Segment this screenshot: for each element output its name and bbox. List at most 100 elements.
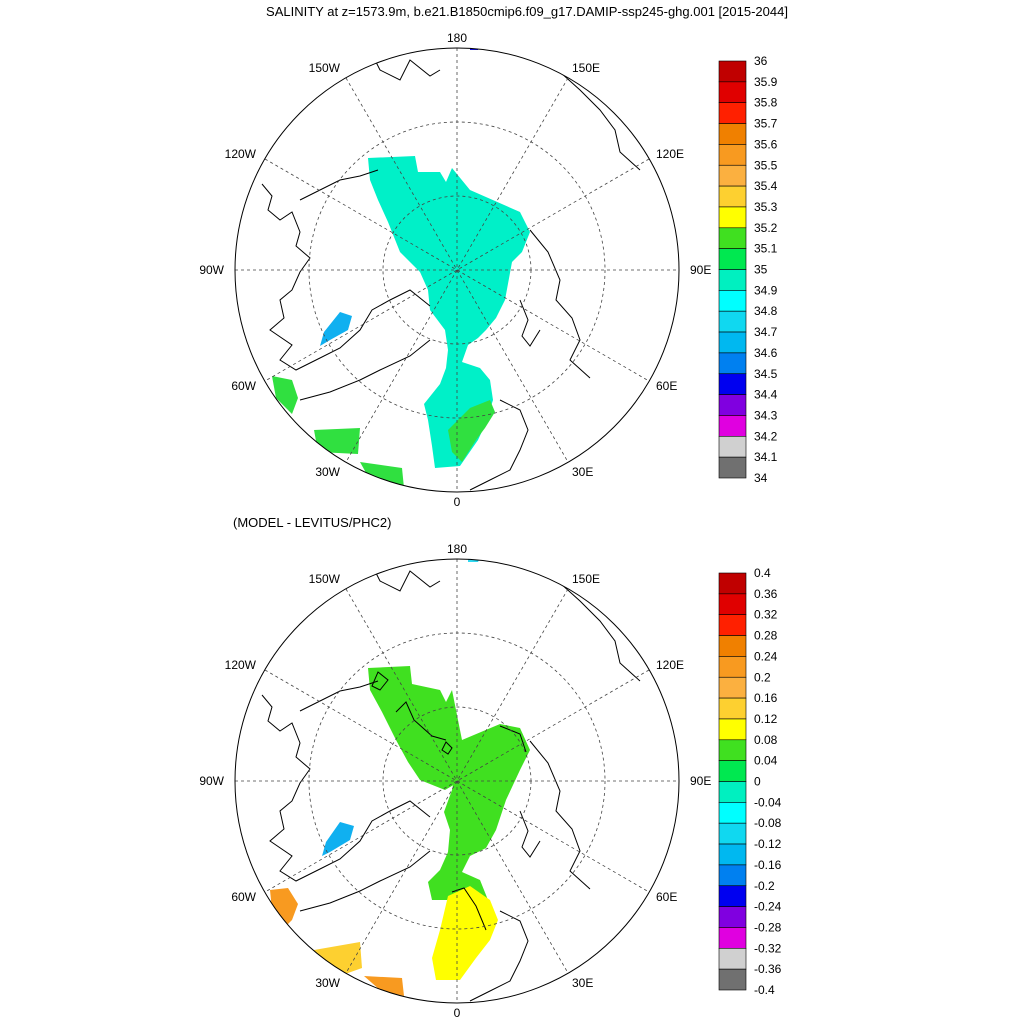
- colorbar-swatch: [718, 656, 747, 678]
- colorbar-label: 0.16: [754, 691, 778, 705]
- lon-label-90W: 90W: [199, 774, 224, 788]
- lon-label-30W: 30W: [315, 465, 340, 479]
- colorbar-swatch: [718, 697, 747, 720]
- colorbar-label: 0.32: [754, 608, 778, 622]
- colorbar-label: -0.2: [754, 879, 775, 893]
- colorbar-swatch: [718, 760, 747, 782]
- map-boundary-top: [234, 47, 680, 493]
- colorbar-label: 35.3: [754, 200, 778, 214]
- colorbar-swatch: [718, 906, 747, 928]
- colorbar-label: 34.3: [754, 408, 778, 422]
- colorbar-swatch: [718, 123, 747, 145]
- colorbar-swatch: [718, 269, 747, 291]
- colorbar-swatch: [718, 968, 747, 991]
- lon-label-180: 180: [447, 542, 467, 556]
- colorbar-label: -0.24: [754, 900, 782, 914]
- lon-label-90E: 90E: [690, 774, 711, 788]
- colorbar-swatch: [718, 60, 747, 83]
- colorbar-label: 35.4: [754, 179, 778, 193]
- lon-label-120E: 120E: [656, 147, 684, 161]
- colorbar-label: 34.1: [754, 450, 778, 464]
- diff-region-s-orange: [364, 976, 404, 996]
- lon-label-120E: 120E: [656, 658, 684, 672]
- field-region-green-sw: [314, 428, 360, 454]
- colorbar-swatch: [718, 206, 747, 229]
- colorbar-label: 35.6: [754, 137, 778, 151]
- colorbar-label: 34.8: [754, 304, 778, 318]
- lon-label-90E: 90E: [690, 263, 711, 277]
- colorbar-swatch: [718, 739, 747, 761]
- colorbar-bottom: 0.4 0.36 0.32 0.28 0.24 0.2 0.16 0.12 0.08 0.04 0 -…: [718, 566, 782, 997]
- lon-label-30E: 30E: [572, 465, 593, 479]
- colorbar-swatch: [718, 331, 747, 354]
- colorbar-label: 34.7: [754, 325, 778, 339]
- colorbar-swatch: [718, 781, 747, 803]
- colorbar-swatch: [718, 718, 747, 741]
- colorbar-label: -0.28: [754, 920, 782, 934]
- colorbar-swatch: [718, 435, 747, 458]
- colorbar-label: 35.1: [754, 242, 778, 256]
- graticule-top: [235, 48, 679, 492]
- diff-region-arctic-east: [428, 724, 530, 900]
- colorbar-label: 0.2: [754, 670, 771, 684]
- colorbar-label: 0.04: [754, 754, 778, 768]
- colorbar-label: 35.2: [754, 221, 778, 235]
- colorbar-swatch: [718, 822, 747, 845]
- lon-label-60W: 60W: [231, 890, 256, 904]
- colorbar-swatch: [718, 248, 747, 270]
- colorbar-label: -0.04: [754, 795, 782, 809]
- colorbar-swatch: [718, 947, 747, 970]
- field-region-green-w: [272, 376, 298, 414]
- colorbar-label: -0.08: [754, 816, 782, 830]
- map-boundary-bottom: [234, 558, 680, 1004]
- lon-label-150E: 150E: [572, 572, 600, 586]
- colorbar-swatch: [718, 635, 747, 657]
- lon-labels-top: 180 0 90W 90E 150W 150E 120W 120E 60W 60…: [199, 31, 711, 509]
- colorbar-swatch: [718, 927, 747, 949]
- lon-labels-bottom: 180 0 90W 90E 150W 150E 120W 120E 60W 60…: [199, 542, 711, 1020]
- colorbar-swatch: [718, 456, 747, 479]
- colorbar-swatch: [718, 593, 747, 615]
- colorbar-swatch: [718, 310, 747, 333]
- lon-label-120W: 120W: [225, 147, 257, 161]
- field-region-baffin: [320, 312, 352, 346]
- lon-label-60E: 60E: [656, 890, 677, 904]
- colorbar-swatch: [718, 676, 747, 699]
- colorbar-swatch: [718, 102, 747, 124]
- colorbar-swatch: [718, 843, 747, 866]
- figure-title: SALINITY at z=1573.9m, b.e21.B1850cmip6.…: [266, 4, 788, 19]
- colorbar-label: 35.5: [754, 158, 778, 172]
- colorbar-label: 0.36: [754, 587, 778, 601]
- colorbar-label: 0.28: [754, 629, 778, 643]
- colorbar-swatch: [718, 144, 747, 166]
- lon-label-180: 180: [447, 31, 467, 45]
- contours-bottom: [371, 671, 527, 931]
- colorbar-label: -0.16: [754, 858, 782, 872]
- colorbar-top: 36 35.9 35.8 35.7 35.6 35.5 35.4 35.3 35.2 35.1 35…: [718, 54, 778, 485]
- colorbar-swatch: [718, 864, 747, 887]
- lon-label-150W: 150W: [309, 572, 341, 586]
- diff-region-west-orange: [270, 888, 298, 928]
- colorbar-label: -0.32: [754, 941, 782, 955]
- salinity-diff-map-bottom: 180 0 90W 90E 150W 150E 120W 120E 60W 60…: [199, 542, 711, 1020]
- colorbar-label: 0.4: [754, 566, 771, 580]
- colorbar-label: 34.6: [754, 346, 778, 360]
- colorbar-label: 34.4: [754, 388, 778, 402]
- diff-region-arctic-west: [368, 666, 470, 790]
- colorbar-label: 35.9: [754, 75, 778, 89]
- colorbar-swatch: [718, 164, 747, 187]
- diff-region-baffin: [322, 822, 354, 856]
- colorbar-label: 35: [754, 263, 768, 277]
- lon-label-90W: 90W: [199, 263, 224, 277]
- colorbar-label: 34: [754, 471, 768, 485]
- colorbar-swatch: [718, 185, 747, 208]
- colorbar-label: 0.12: [754, 712, 778, 726]
- lon-label-60E: 60E: [656, 379, 677, 393]
- colorbar-label: -0.4: [754, 983, 775, 997]
- lon-label-60W: 60W: [231, 379, 256, 393]
- field-region-green-s: [360, 462, 404, 488]
- colorbar-label: 0.24: [754, 649, 778, 663]
- colorbar-label: 36: [754, 54, 768, 68]
- salinity-diff-field: [270, 559, 530, 996]
